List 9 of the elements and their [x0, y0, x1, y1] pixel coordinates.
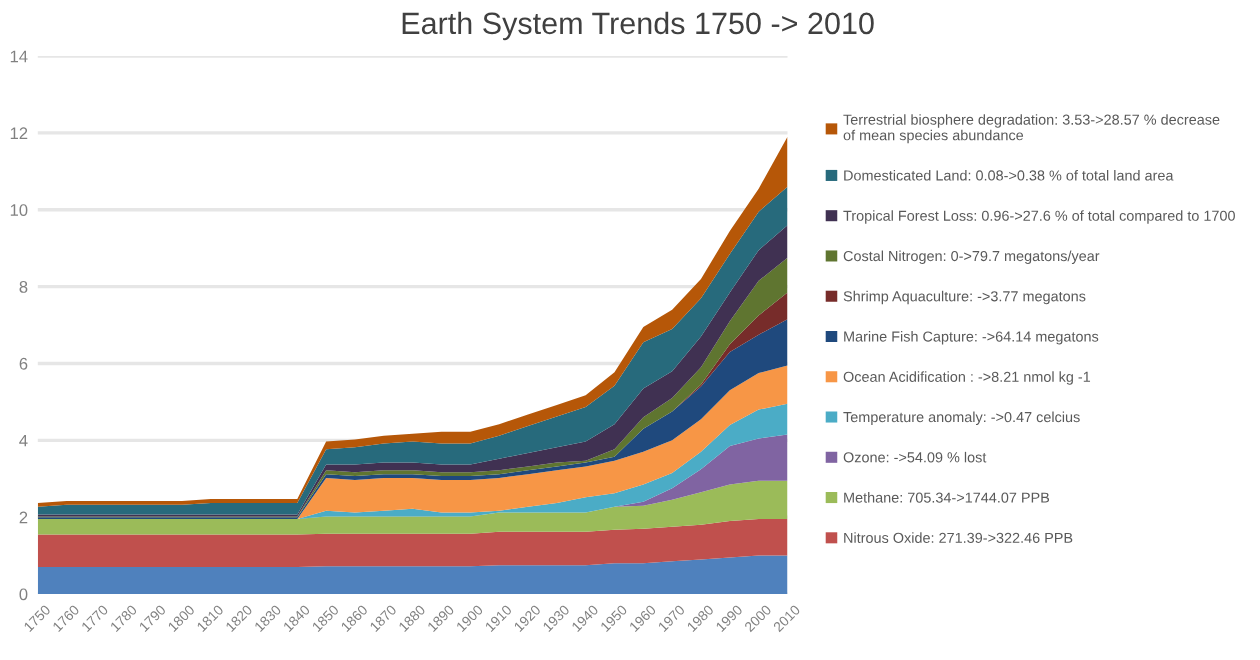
y-tick-label: 4 [19, 434, 28, 447]
y-tick-label: 2 [19, 511, 28, 524]
y-tick-label: 12 [10, 127, 28, 139]
y-tick-label: 14 [10, 50, 28, 63]
y-tick-label: 10 [10, 204, 28, 216]
y-tick-label: 0 [19, 588, 28, 601]
y-tick-label: 8 [19, 281, 28, 293]
chart-title: Earth System Trends 1750 -> 2010 [402, 11, 874, 41]
y-tick-label: 6 [19, 357, 28, 370]
